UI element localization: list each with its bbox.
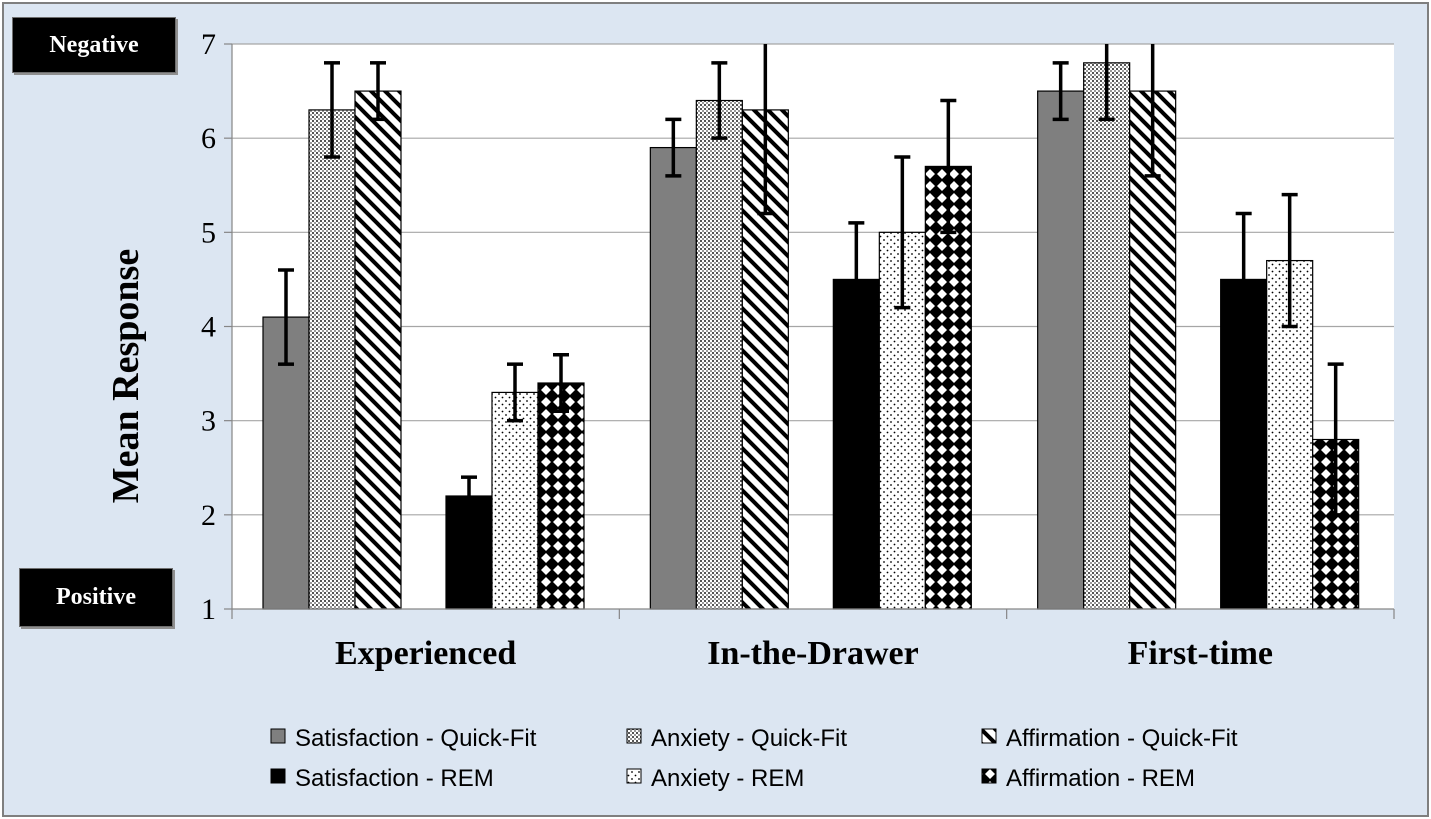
y-tick-label: 2 [201,499,216,532]
y-tick-label: 3 [201,405,216,438]
y-axis-label: Mean Response [105,249,147,503]
y-tick-label: 7 [201,28,216,61]
bar [537,382,585,610]
y-tick-label: 6 [201,122,216,155]
legend-swatch [270,728,286,744]
legend-swatch [981,768,997,784]
bar [308,109,356,610]
bar [1037,90,1085,610]
legend-swatch [626,768,642,784]
x-category-label: In-the-Drawer [707,635,919,672]
legend-swatch [270,768,286,784]
bar [924,165,972,610]
negative-annotation: Negative [12,17,176,73]
legend-label: Anxiety - Quick-Fit [651,725,847,752]
x-category-label: Experienced [335,635,516,672]
legend-label: Anxiety - REM [651,765,804,792]
y-tick-label: 4 [201,311,216,344]
bar [354,90,402,610]
bar [491,391,539,610]
bar [695,99,743,610]
y-tick-label: 1 [201,593,216,626]
legend-label: Satisfaction - Quick-Fit [295,725,537,752]
positive-annotation: Positive [19,568,173,627]
legend-label: Affirmation - REM [1006,765,1195,792]
legend-swatch [981,728,997,744]
legend-label: Satisfaction - REM [295,765,494,792]
bar [649,146,697,610]
y-tick-label: 5 [201,216,216,249]
bar [1083,62,1131,610]
x-category-label: First-time [1128,635,1273,672]
legend-label: Affirmation - Quick-Fit [1006,725,1238,752]
legend-swatch [626,728,642,744]
